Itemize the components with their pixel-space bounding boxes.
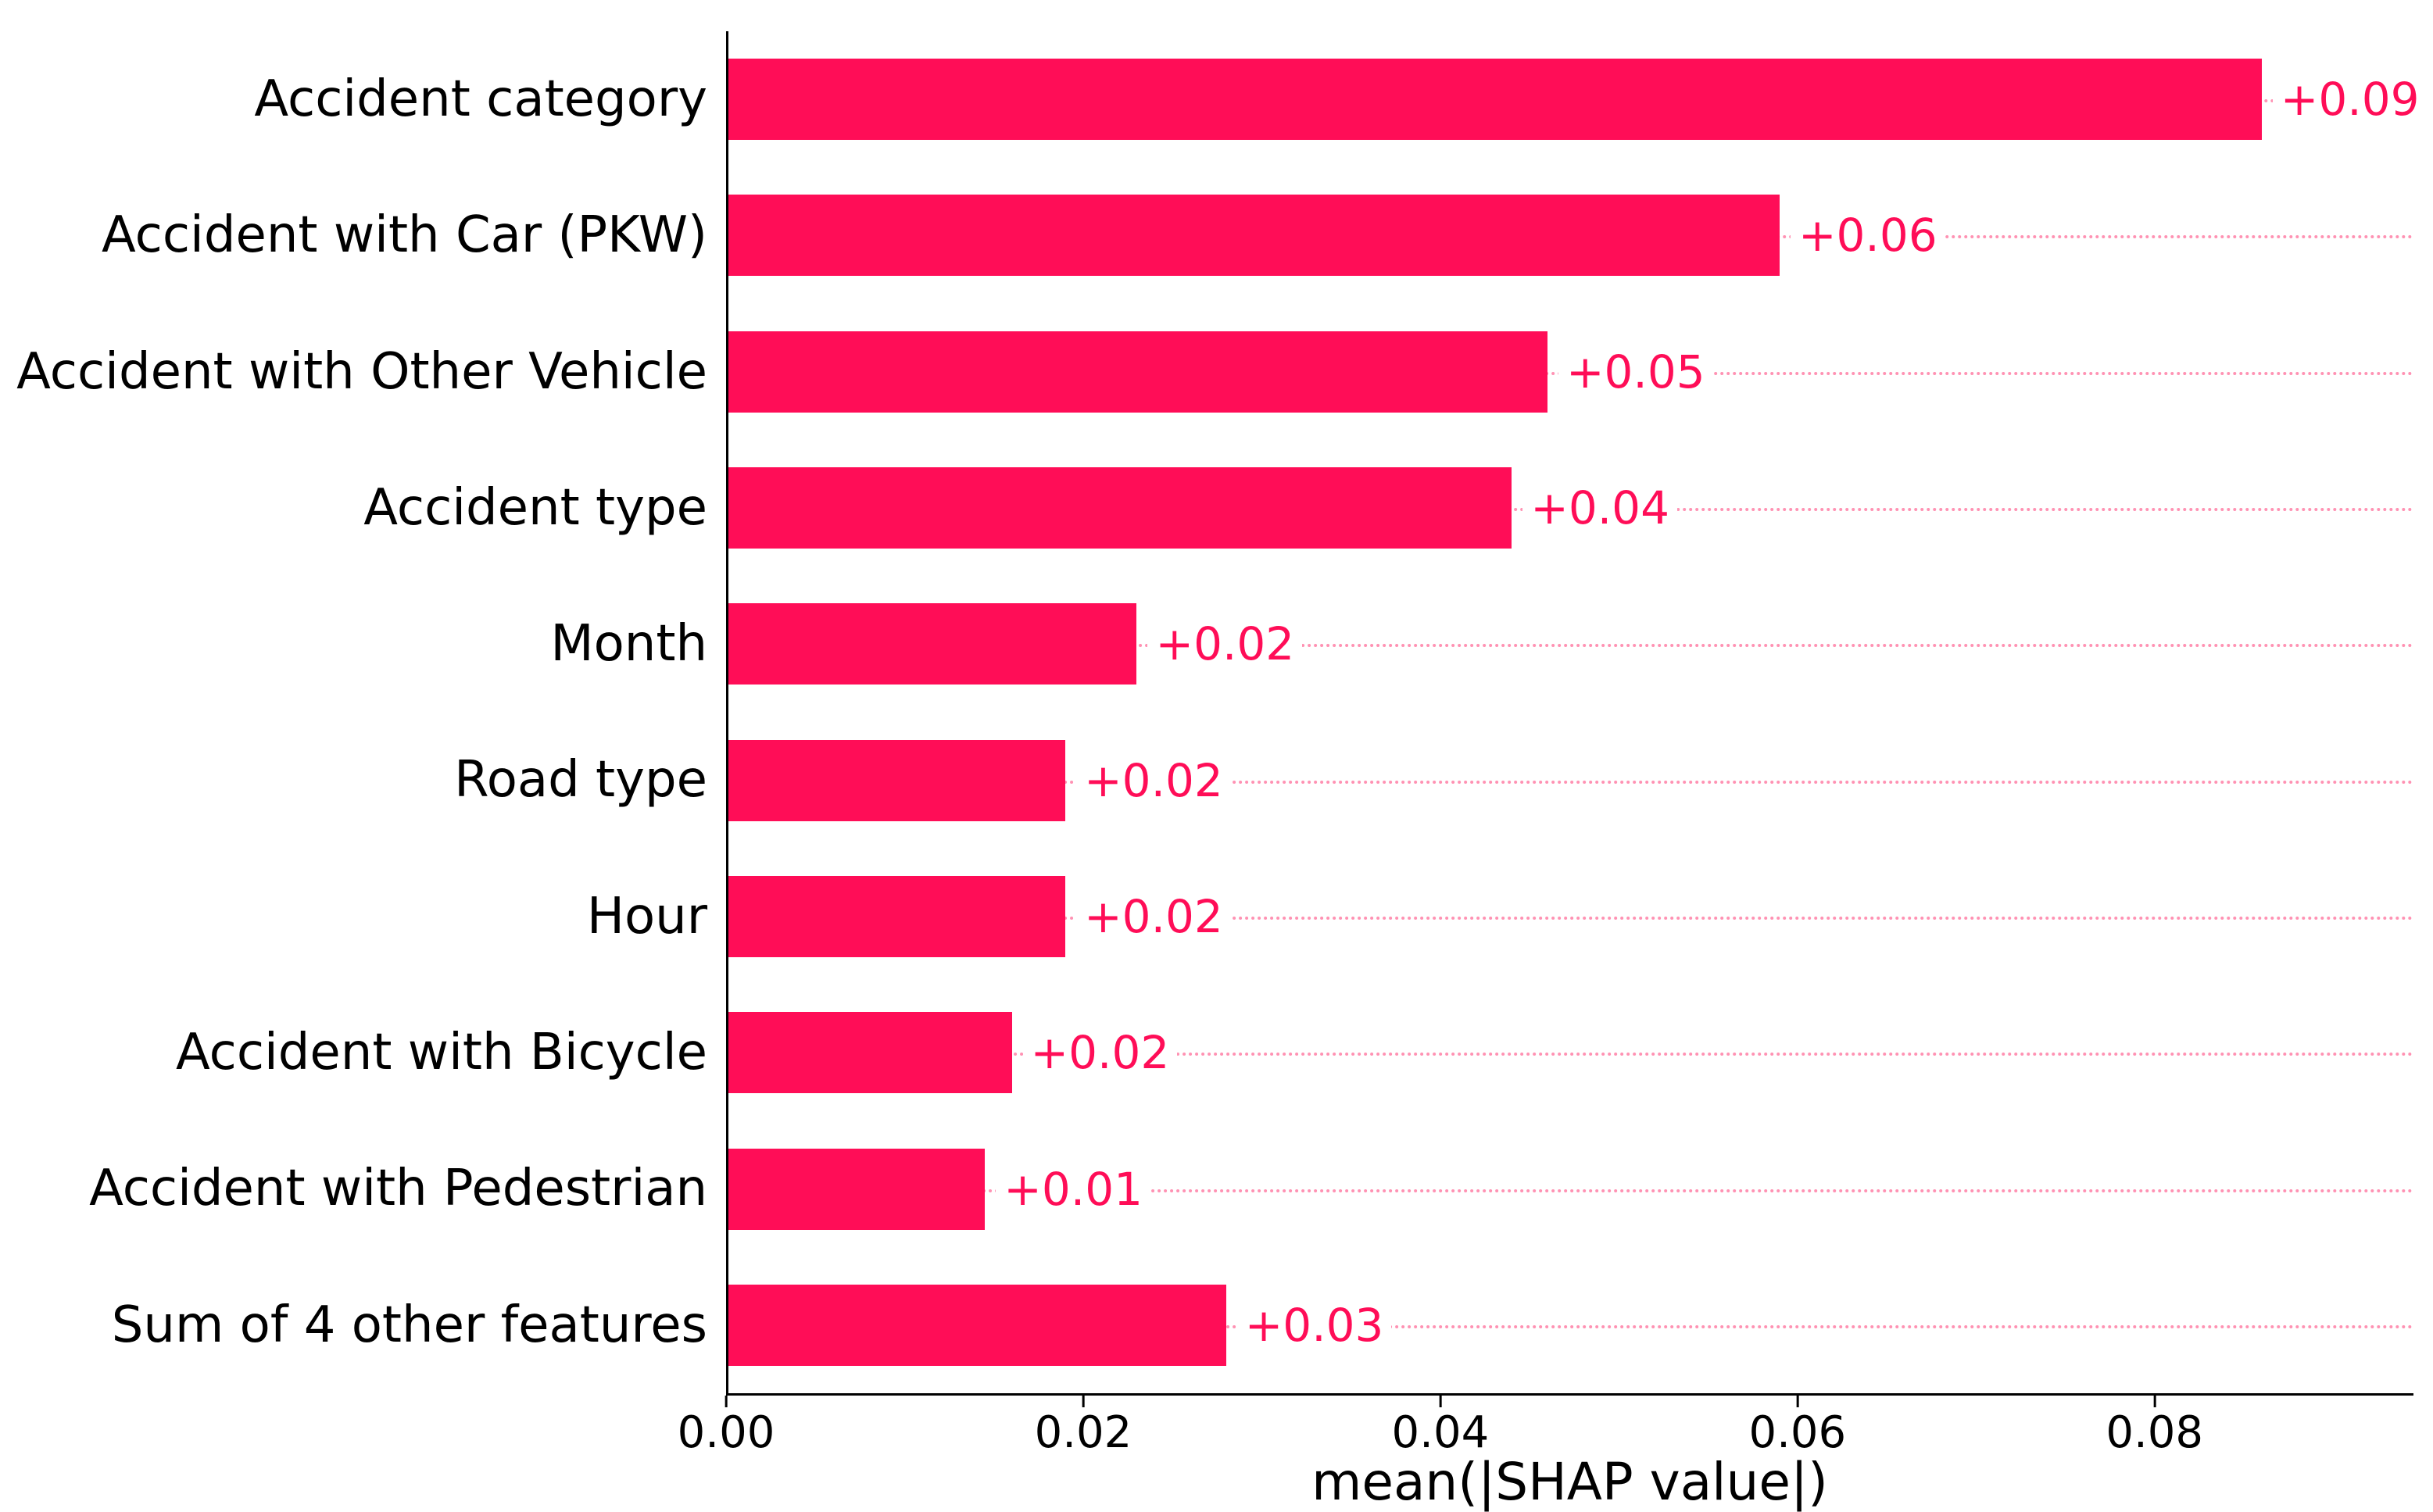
row-gridline (726, 1324, 2413, 1328)
category-label: Accident with Bicycle (175, 1024, 707, 1082)
x-tick-mark (1439, 1396, 1442, 1407)
x-axis: 0.00 0.02 0.04 0.06 0.08 (678, 1396, 2413, 1474)
row-gridline (726, 780, 2413, 784)
category-label: Road type (454, 751, 707, 810)
bar-track: +0.09 (726, 31, 2428, 167)
chart-row: Accident with Other Vehicle +0.05 (0, 304, 2413, 440)
x-axis-spine (726, 1393, 2413, 1396)
shap-bar (726, 603, 1137, 685)
bar-track: +0.04 (726, 440, 2413, 576)
x-tick-mark (1082, 1396, 1085, 1407)
shap-bar (726, 331, 1547, 413)
chart-row: Accident with Pedestrian +0.01 (0, 1121, 2413, 1256)
bar-value-label: +0.03 (1236, 1298, 1392, 1352)
category-label: Hour (586, 887, 707, 945)
row-gridline (726, 644, 2413, 648)
shap-bar (726, 1148, 986, 1230)
x-tick-label: 0.04 (1391, 1407, 1490, 1458)
row-gridline (726, 916, 2413, 920)
category-label: Accident with Pedestrian (89, 1160, 707, 1218)
shap-bar (726, 875, 1066, 957)
bar-value-label: +0.09 (2272, 73, 2428, 127)
chart-row: Month +0.02 (0, 576, 2413, 712)
category-label: Accident with Car (PKW) (102, 206, 707, 265)
chart-row: Accident category +0.09 (0, 31, 2428, 167)
category-label: Accident with Other Vehicle (16, 342, 707, 401)
shap-bar (726, 467, 1512, 549)
chart-row: Accident with Car (PKW) +0.06 (0, 167, 2413, 303)
x-tick: 0.00 (678, 1396, 775, 1457)
x-tick-label: 0.06 (1748, 1407, 1847, 1458)
bar-track: +0.02 (726, 985, 2413, 1121)
row-gridline (726, 1053, 2413, 1056)
shap-bar (726, 739, 1066, 821)
bar-value-label: +0.02 (1147, 617, 1303, 671)
bar-track: +0.02 (726, 849, 2413, 985)
bar-track: +0.06 (726, 167, 2413, 303)
x-tick: 0.06 (1748, 1396, 1846, 1457)
chart-row: Accident type +0.04 (0, 440, 2413, 576)
x-tick-label: 0.08 (2106, 1407, 2204, 1458)
shap-bar (726, 195, 1780, 277)
bar-track: +0.02 (726, 576, 2413, 712)
x-tick-label: 0.02 (1034, 1407, 1132, 1458)
bar-track: +0.05 (726, 304, 2413, 440)
category-label: Month (550, 615, 707, 674)
bar-value-label: +0.05 (1558, 345, 1713, 399)
chart-row: Sum of 4 other features +0.03 (0, 1257, 2413, 1393)
chart-row: Road type +0.02 (0, 712, 2413, 848)
x-tick-mark (2153, 1396, 2156, 1407)
row-gridline (726, 1189, 2413, 1192)
chart-rows: Accident category +0.09 Accident with Car … (0, 31, 2428, 1393)
bar-value-label: +0.01 (996, 1162, 1151, 1216)
x-tick: 0.08 (2106, 1396, 2203, 1457)
category-label: Accident type (363, 478, 707, 537)
category-label: Sum of 4 other features (111, 1296, 707, 1354)
bar-value-label: +0.04 (1522, 481, 1677, 535)
bar-value-label: +0.02 (1076, 753, 1231, 807)
bar-value-label: +0.02 (1076, 889, 1231, 943)
bar-value-label: +0.06 (1790, 209, 1945, 263)
chart-row: Hour +0.02 (0, 849, 2413, 985)
category-label: Accident category (254, 70, 707, 128)
x-tick-mark (1796, 1396, 1799, 1407)
shap-bar (726, 1284, 1226, 1366)
x-tick: 0.04 (1391, 1396, 1490, 1458)
bar-track: +0.03 (726, 1257, 2413, 1393)
bar-track: +0.02 (726, 712, 2413, 848)
bar-track: +0.01 (726, 1121, 2413, 1256)
shap-bar (726, 59, 2262, 141)
shap-bar (726, 1012, 1012, 1094)
x-tick: 0.02 (1035, 1396, 1132, 1457)
y-axis-spine (726, 31, 728, 1396)
x-axis-label: mean(|SHAP value|) (1311, 1452, 1828, 1512)
bar-value-label: +0.02 (1022, 1026, 1178, 1080)
x-tick-mark (725, 1396, 728, 1407)
chart-row: Accident with Bicycle +0.02 (0, 985, 2413, 1121)
x-tick-label: 0.00 (677, 1407, 775, 1458)
